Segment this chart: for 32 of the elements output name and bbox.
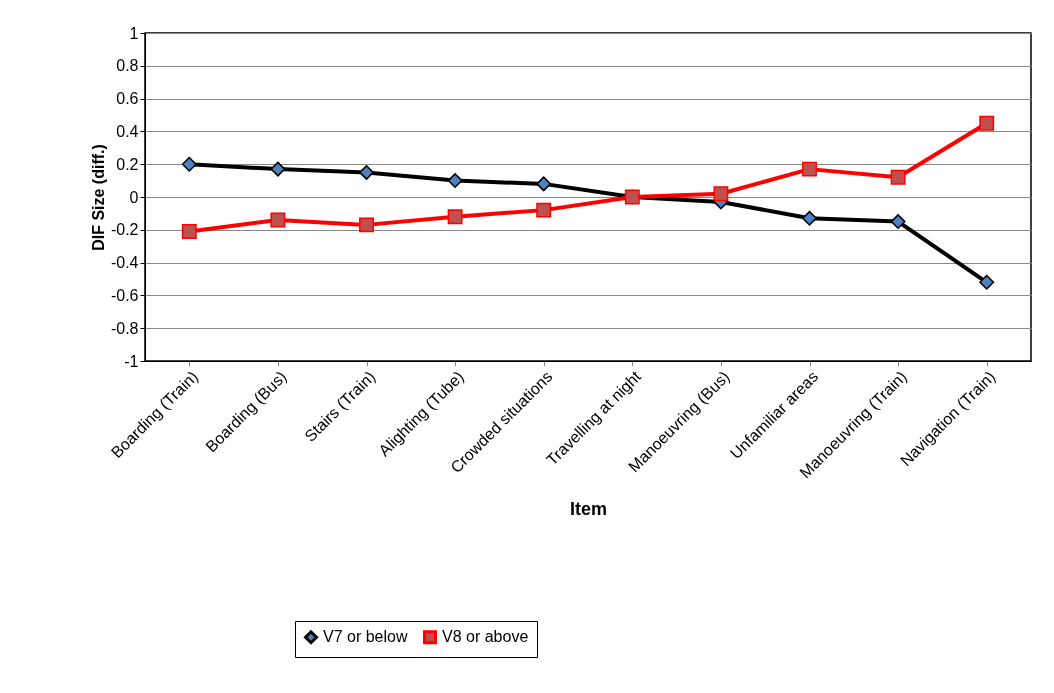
point <box>447 173 463 189</box>
point <box>359 217 374 233</box>
point <box>270 161 286 177</box>
point <box>802 161 817 177</box>
point <box>536 176 552 192</box>
point <box>359 164 374 180</box>
point <box>979 274 995 290</box>
x-axis-title: Item <box>569 499 608 520</box>
y-tick-label: 0.6 <box>116 90 139 108</box>
point <box>802 210 817 226</box>
y-tick-label: -1 <box>124 352 139 370</box>
y-tick-label: -0.8 <box>110 319 139 337</box>
y-tick-label: -0.2 <box>110 221 139 239</box>
y-tick-label: -0.6 <box>110 286 139 304</box>
point <box>181 223 197 239</box>
legend-label: V8 or above <box>442 628 529 646</box>
y-tick-label: 0 <box>129 188 139 206</box>
y-tick-label: 0.4 <box>116 122 139 140</box>
y-tick-label: 0.8 <box>116 57 139 75</box>
point <box>979 115 995 131</box>
y-tick-label: 0.2 <box>116 155 139 173</box>
legend-label: V7 or below <box>323 628 408 646</box>
point <box>447 209 463 225</box>
point <box>270 212 286 228</box>
y-tick-label: 1 <box>129 24 139 42</box>
point <box>890 214 906 230</box>
y-tick-label: -0.4 <box>110 254 139 272</box>
point <box>181 156 197 172</box>
point <box>713 186 729 202</box>
point <box>890 169 906 185</box>
point <box>536 202 552 218</box>
y-axis-title: DIF Size (diff.) <box>89 144 107 251</box>
